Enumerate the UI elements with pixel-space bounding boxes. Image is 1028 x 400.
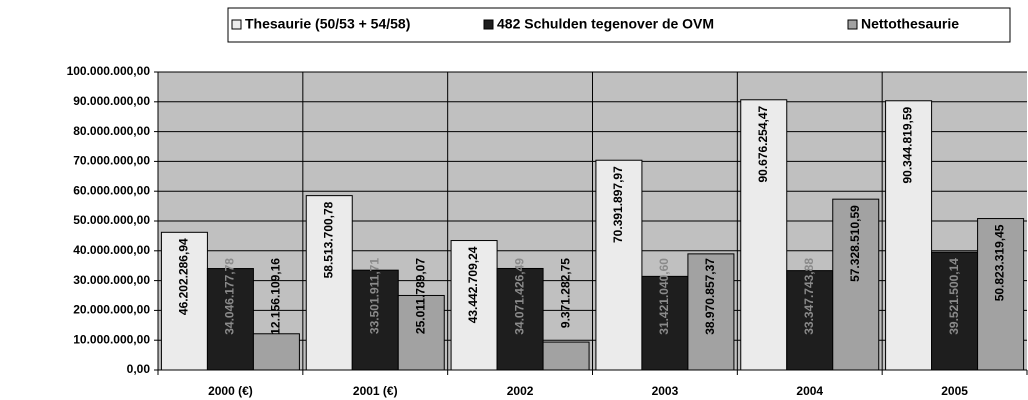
x-tick-label: 2004	[796, 384, 823, 398]
x-tick-label: 2003	[652, 384, 679, 398]
value-label: 70.391.897,97	[611, 166, 625, 243]
legend-swatch	[483, 19, 494, 30]
value-label: 25.011.789,07	[413, 258, 427, 334]
bar	[641, 275, 689, 371]
value-label: 50.823.319,45	[993, 224, 1007, 301]
value-label: 31.421.040,60	[657, 258, 671, 335]
legend-label: Thesaurie (50/53 + 54/58)	[245, 16, 410, 32]
value-label: 46.202.286,94	[177, 238, 191, 315]
value-label: 43.442.709,24	[466, 246, 480, 323]
y-tick-label: 100.000.000,00	[67, 64, 151, 78]
y-tick-label: 40.000.000,00	[73, 243, 150, 257]
bar	[351, 269, 399, 371]
legend-box	[227, 7, 1011, 43]
y-tick-label: 90.000.000,00	[73, 94, 150, 108]
y-tick-label: 70.000.000,00	[73, 154, 150, 168]
value-label: 34.046.177,78	[223, 258, 237, 335]
y-tick-label: 30.000.000,00	[73, 273, 150, 287]
bar	[397, 294, 445, 371]
bar	[740, 99, 788, 371]
bar	[305, 195, 353, 371]
legend-swatch	[231, 19, 242, 30]
y-tick-label: 50.000.000,00	[73, 213, 150, 227]
y-tick-label: 0,00	[127, 362, 151, 376]
bar	[931, 251, 979, 371]
x-tick-label: 2002	[507, 384, 534, 398]
value-label: 33.347.743,88	[802, 258, 816, 335]
value-label: 58.513.700,78	[321, 201, 335, 278]
x-tick-label: 2000 (€)	[208, 384, 253, 398]
legend-swatch	[847, 19, 858, 30]
value-label: 34.071.426,49	[512, 258, 526, 335]
value-label: 9.371.282,75	[558, 258, 572, 328]
x-tick-label: 2001 (€)	[353, 384, 398, 398]
value-label: 57.328.510,59	[848, 205, 862, 282]
value-label: 33.501.911,71	[367, 258, 381, 334]
y-tick-label: 80.000.000,00	[73, 124, 150, 138]
bar	[206, 268, 254, 371]
bar	[977, 218, 1025, 371]
legend-label: 482 Schulden tegenover de OVM	[497, 16, 714, 32]
value-label: 12.156.109,16	[269, 258, 283, 335]
value-label: 90.676.254,47	[756, 105, 770, 182]
bar	[542, 341, 590, 371]
value-label: 38.970.857,37	[703, 258, 717, 335]
bar	[832, 198, 880, 371]
y-tick-label: 10.000.000,00	[73, 332, 150, 346]
value-label: 90.344.819,59	[901, 106, 915, 183]
bar	[687, 253, 735, 371]
y-tick-label: 20.000.000,00	[73, 303, 150, 317]
value-label: 39.521.500,14	[947, 258, 961, 335]
bar	[252, 333, 300, 371]
x-tick-label: 2005	[941, 384, 968, 398]
legend-label: Nettothesaurie	[861, 16, 959, 32]
y-tick-label: 60.000.000,00	[73, 183, 150, 197]
